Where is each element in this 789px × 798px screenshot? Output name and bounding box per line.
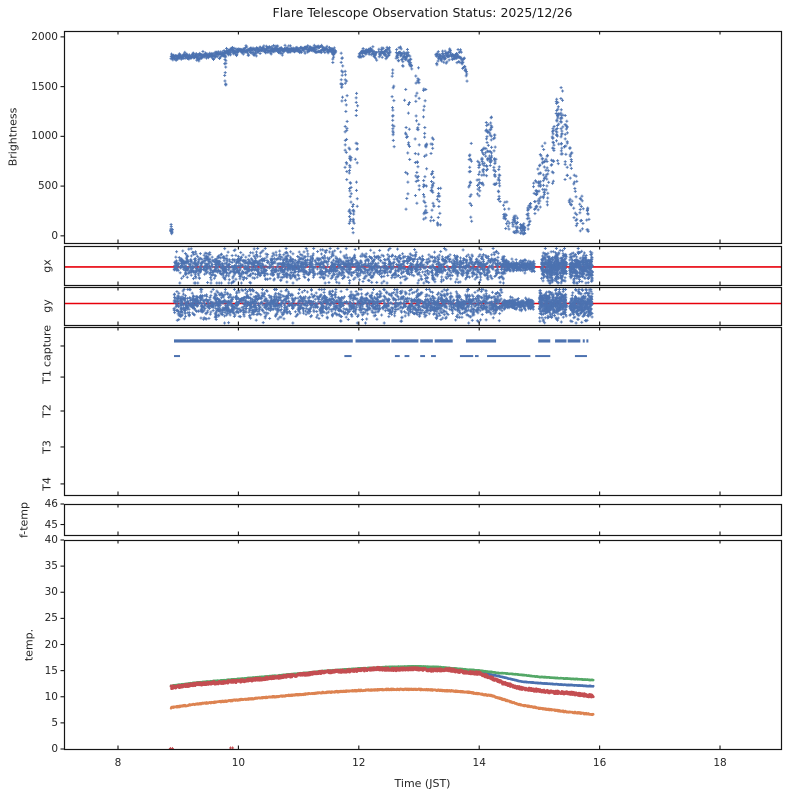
x-tick-label: 14 xyxy=(472,757,486,769)
y-tick-label: 25 xyxy=(44,612,58,625)
x-tick-label: 12 xyxy=(352,757,366,769)
y-tick-label: 0 xyxy=(51,743,58,755)
y-tick-label: 500 xyxy=(37,180,58,193)
y-tick-label-T2: T2 xyxy=(40,404,54,418)
x-axis-label: Time (JST) xyxy=(394,777,451,790)
y-tick-label-capture: capture xyxy=(40,324,54,368)
y-tick-label-T3: T3 xyxy=(40,440,54,454)
y-tick-label: 1000 xyxy=(31,130,58,143)
y-tick-label: 35 xyxy=(44,560,58,573)
y-tick-label: 0 xyxy=(51,229,58,242)
y-axis-label-gx: gx xyxy=(40,258,54,273)
x-tick-label: 16 xyxy=(592,757,607,769)
y-tick-label: 1500 xyxy=(31,80,58,93)
y-tick-label: 40 xyxy=(44,534,58,546)
x-tick-label: 8 xyxy=(114,757,122,769)
y-tick-label: 5 xyxy=(51,716,58,729)
y-tick-label: 30 xyxy=(44,586,58,599)
y-axis-label-gy: gy xyxy=(40,299,54,313)
y-tick-label: 2000 xyxy=(31,30,58,43)
y-tick-label: 15 xyxy=(44,664,58,677)
y-tick-label: 20 xyxy=(44,638,58,651)
y-tick-label: 45 xyxy=(44,518,58,531)
y-tick-label: 46 xyxy=(44,498,58,510)
y-tick-label: 10 xyxy=(44,690,58,703)
chart-title: Flare Telescope Observation Status: 2025… xyxy=(272,5,573,20)
x-tick-label: 18 xyxy=(713,757,727,769)
x-tick-label: 10 xyxy=(231,757,246,769)
y-tick-label-T4: T4 xyxy=(40,477,54,491)
y-tick-label-T1: T1 xyxy=(40,370,54,384)
